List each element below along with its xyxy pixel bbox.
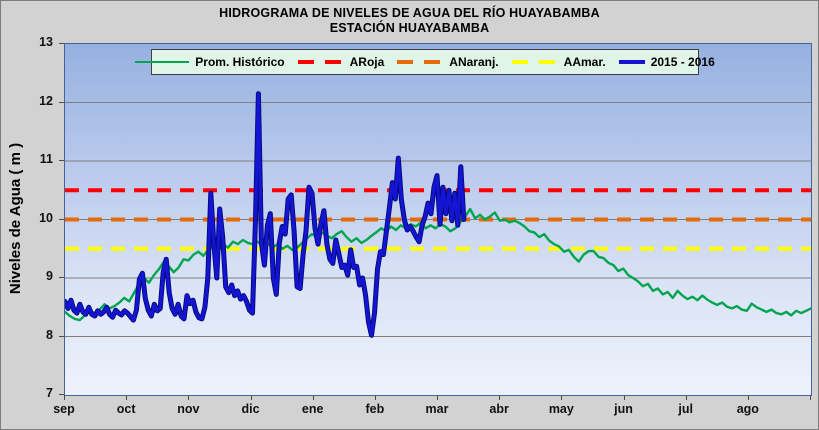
x-tick-label-nov: nov [177,402,200,416]
legend-label: 2015 - 2016 [650,55,715,69]
y-tick-mark [59,160,64,161]
y-tick-label-11: 11 [39,152,53,166]
legend-item-aamar-: AAmar. [511,55,606,69]
y-tick-mark [59,43,64,44]
y-tick-mark [59,394,64,395]
x-tick-label-ago: ago [736,402,759,416]
x-tick-mark [685,395,687,400]
legend-line-sample [297,60,344,64]
x-tick-mark [188,395,190,400]
x-tick-label-abr: abr [489,402,509,416]
y-tick-mark [59,335,64,337]
series-line-prom-hist-rico [65,207,811,322]
y-tick-label-7: 7 [46,386,53,400]
y-tick-label-8: 8 [46,327,53,342]
legend-item-2015-2016: 2015 - 2016 [618,55,715,69]
legend-item-aroja: ARoja [297,55,385,69]
y-tick-label-12: 12 [39,93,53,108]
x-tick-mark [312,395,314,400]
legend-line-sample [397,60,444,64]
legend-label: ANaranj. [449,55,499,69]
y-tick-mark [59,218,64,220]
x-tick-label-oct: oct [116,402,136,416]
x-tick-label-jul: jul [678,402,693,416]
x-tick-label-ene: ene [301,402,324,416]
x-tick-mark [374,395,376,400]
x-tick-label-feb: feb [365,402,385,416]
x-tick-mark [623,395,625,400]
legend: Prom. Histórico ARoja ANaranj. AAmar. 2015 -… [135,49,715,75]
x-tick-mark [437,395,438,400]
legend-item-anaranj-: ANaranj. [397,55,499,69]
legend-line-sample [511,60,558,64]
series-line-2015-2016 [65,92,466,337]
plot-canvas [65,91,811,338]
x-tick-mark [499,395,501,400]
x-tick-mark [561,395,563,400]
chart-title-line1: HIDROGRAMA DE NIVELES DE AGUA DEL RÍO HU… [219,6,600,20]
y-tick-mark [59,277,64,278]
x-tick-mark [747,395,749,400]
legend-item-prom-hist-rico: Prom. Histórico [135,55,285,69]
x-tick-label-jun: jun [614,402,633,416]
y-tick-label-10: 10 [39,210,53,225]
x-tick-mark [810,395,811,400]
x-tick-label-mar: mar [425,402,449,416]
y-tick-label-9: 9 [46,269,53,283]
x-tick-mark [250,395,252,400]
legend-label: Prom. Histórico [195,55,285,69]
legend-line-sample [135,61,190,63]
chart-title-line2: ESTACIÓN HUAYABAMBA [329,21,490,35]
legend-line-sample [618,60,645,64]
legend-label: AAmar. [563,55,606,69]
chart-title: HIDROGRAMA DE NIVELES DE AGUA DEL RÍO HU… [1,6,818,36]
y-tick-mark [59,101,64,103]
legend-label: ARoja [349,55,385,69]
x-tick-label-dic: dic [241,402,260,416]
x-tick-label-sep: sep [53,402,75,416]
x-tick-label-may: may [548,402,574,416]
x-tick-mark [64,395,65,400]
plot-area [64,43,812,396]
y-tick-label-13: 13 [39,35,53,49]
x-tick-mark [126,395,128,400]
